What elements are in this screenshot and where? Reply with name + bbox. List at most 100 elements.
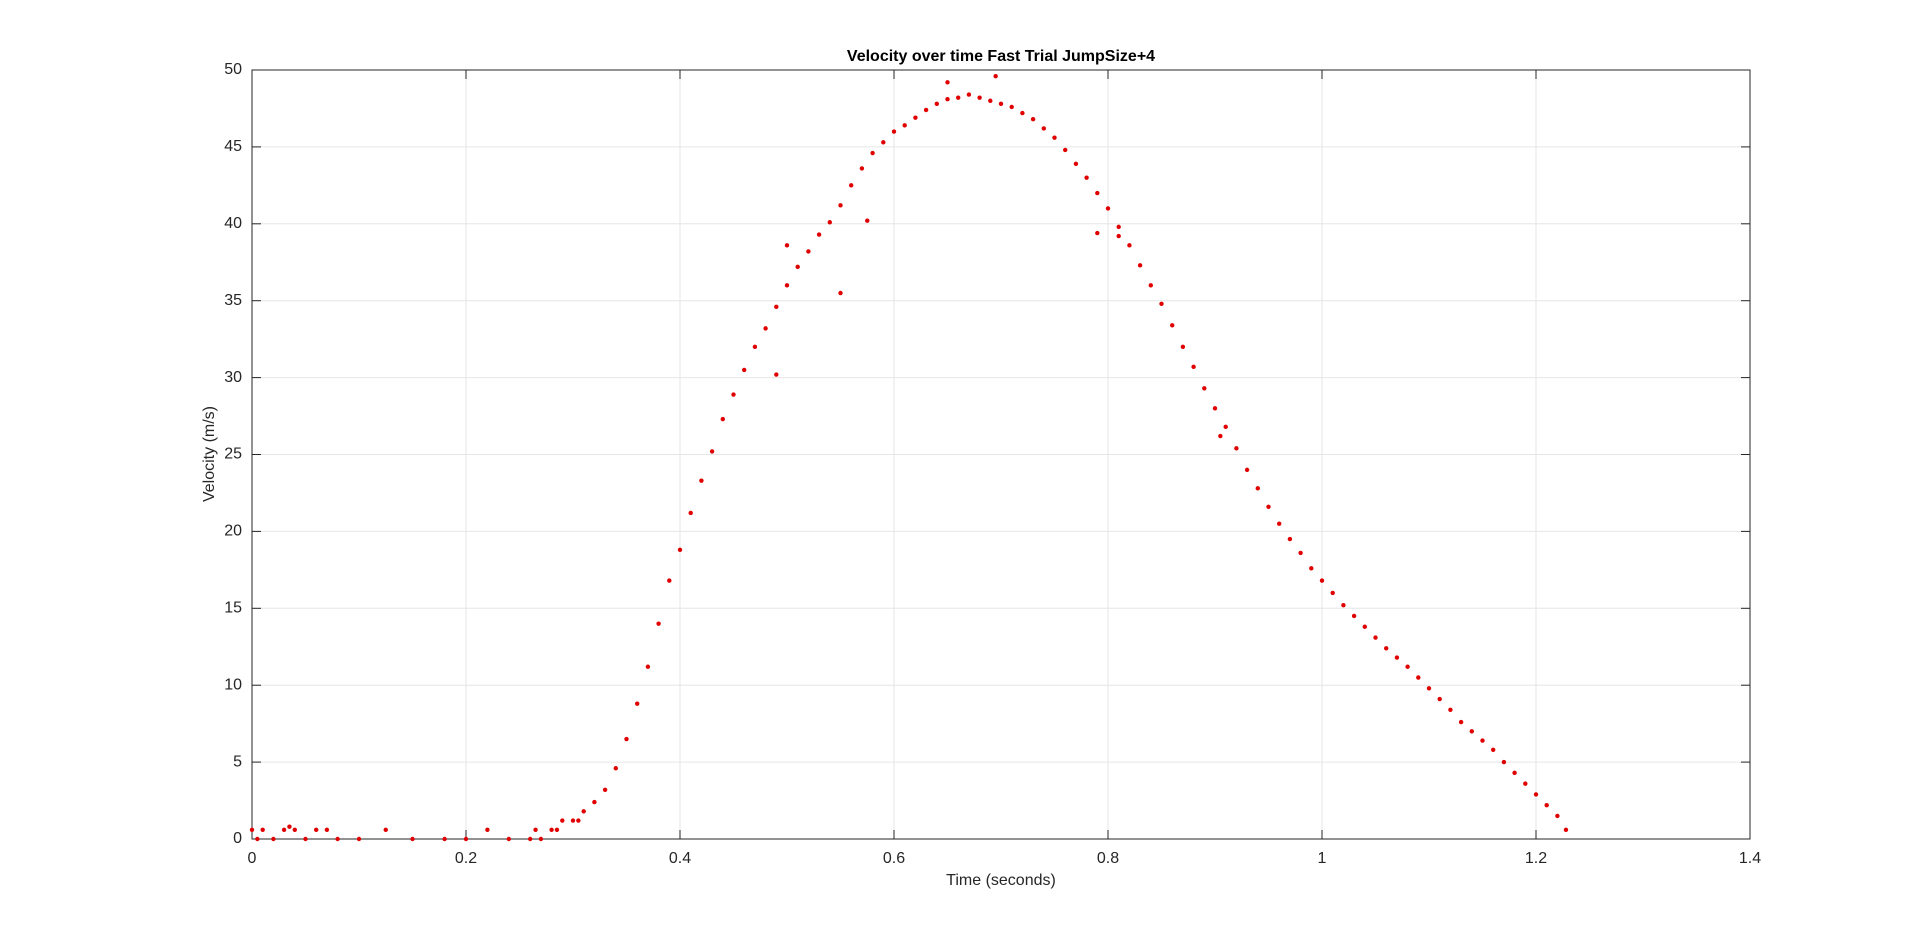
y-tick-label: 25 [224, 446, 242, 463]
point [956, 95, 961, 100]
point [1563, 827, 1569, 832]
point [1212, 406, 1218, 411]
point [287, 824, 292, 829]
point [271, 836, 276, 842]
point [1437, 696, 1442, 702]
point [1223, 424, 1228, 430]
point [816, 232, 822, 237]
point [356, 836, 362, 842]
point [1544, 802, 1549, 808]
point [656, 621, 661, 626]
point [1244, 467, 1250, 473]
point [1105, 206, 1111, 211]
point [1063, 147, 1068, 153]
point [988, 98, 993, 103]
point [335, 836, 340, 842]
point [255, 836, 260, 842]
point [934, 101, 939, 107]
point [602, 787, 608, 792]
point [945, 97, 950, 102]
point [1095, 190, 1100, 196]
point [1351, 613, 1357, 619]
point [1191, 364, 1196, 370]
x-tick-label: 0.4 [669, 850, 691, 867]
point [752, 344, 758, 350]
point [1148, 283, 1154, 288]
y-tick-label: 15 [224, 600, 242, 617]
point [1202, 386, 1207, 391]
y-tick-label: 0 [233, 830, 242, 847]
point [1555, 813, 1560, 819]
point [1448, 707, 1453, 713]
point [859, 166, 865, 171]
x-axis-label: Time (seconds) [946, 872, 1056, 889]
point [902, 123, 907, 128]
point [1405, 664, 1410, 669]
point [1041, 126, 1047, 131]
y-tick-label: 35 [224, 292, 242, 309]
point [1116, 224, 1121, 230]
point [1030, 117, 1036, 122]
point [763, 326, 768, 331]
point [827, 220, 832, 225]
point [977, 95, 982, 100]
point [592, 799, 597, 805]
point [865, 218, 870, 223]
point [945, 80, 950, 85]
point [549, 827, 554, 832]
point [1330, 590, 1335, 596]
point [1084, 175, 1089, 180]
point [485, 827, 490, 832]
point [576, 818, 581, 823]
y-tick-label: 45 [224, 138, 242, 155]
point [1020, 110, 1025, 116]
point [260, 827, 265, 832]
point [314, 827, 319, 832]
point [774, 372, 779, 377]
x-tick-label: 0.2 [455, 850, 477, 867]
x-tick-label: 0.8 [1097, 850, 1119, 867]
point [1218, 433, 1223, 439]
point [1137, 263, 1143, 268]
point [324, 827, 330, 832]
point [1491, 747, 1496, 752]
point [1266, 504, 1271, 509]
point [838, 290, 843, 296]
point [1373, 635, 1378, 640]
point [1116, 233, 1121, 239]
point [581, 809, 586, 814]
x-tick-label: 1.2 [1525, 850, 1547, 867]
point [1170, 323, 1175, 328]
point [688, 510, 693, 516]
point [635, 701, 640, 706]
point [1127, 243, 1132, 248]
x-tick-label: 0.6 [883, 850, 905, 867]
point [849, 183, 854, 188]
point [881, 140, 886, 145]
point [1319, 578, 1325, 583]
point [506, 836, 511, 842]
point [1159, 301, 1164, 306]
point [528, 836, 533, 842]
point [1480, 738, 1485, 743]
point [1394, 655, 1400, 660]
point [1287, 536, 1293, 542]
point [1073, 161, 1079, 167]
x-tick-label: 1.4 [1739, 850, 1761, 867]
y-axis-label: Velocity (m/s) [201, 406, 218, 502]
point [538, 836, 544, 842]
point [913, 115, 918, 120]
point [1458, 719, 1464, 725]
point [1095, 230, 1100, 236]
point [1255, 486, 1261, 491]
point [645, 664, 651, 669]
point [383, 827, 388, 832]
point [1416, 675, 1421, 680]
point [742, 367, 747, 373]
point [806, 249, 811, 254]
point [410, 836, 415, 842]
point [870, 150, 875, 156]
point [784, 283, 790, 288]
